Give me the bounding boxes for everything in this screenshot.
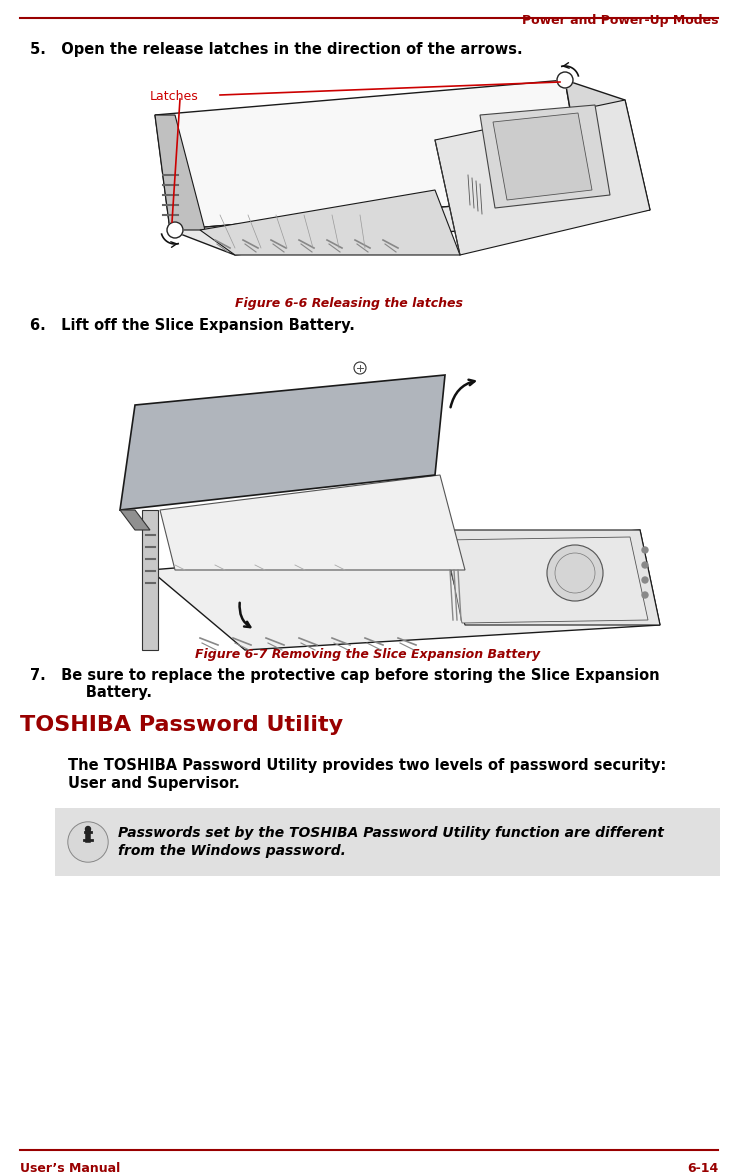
Text: User and Supervisor.: User and Supervisor. — [68, 776, 240, 791]
Text: Power and Power-Up Modes: Power and Power-Up Modes — [522, 14, 718, 27]
Circle shape — [547, 545, 603, 601]
Circle shape — [68, 822, 108, 861]
Text: TOSHIBA Password Utility: TOSHIBA Password Utility — [20, 715, 343, 735]
Polygon shape — [445, 537, 648, 624]
Polygon shape — [565, 80, 650, 210]
Polygon shape — [200, 190, 460, 255]
Circle shape — [557, 71, 573, 88]
Polygon shape — [435, 100, 650, 255]
Text: 6.   Lift off the Slice Expansion Battery.: 6. Lift off the Slice Expansion Battery. — [30, 318, 355, 333]
Text: 7.   Be sure to replace the protective cap before storing the Slice Expansion: 7. Be sure to replace the protective cap… — [30, 668, 660, 683]
Text: from the Windows password.: from the Windows password. — [118, 844, 346, 858]
Polygon shape — [142, 510, 158, 650]
Polygon shape — [155, 115, 205, 230]
Circle shape — [642, 577, 648, 582]
Text: Battery.: Battery. — [55, 684, 152, 700]
Text: 6-14: 6-14 — [687, 1161, 718, 1172]
Text: 5.   Open the release latches in the direction of the arrows.: 5. Open the release latches in the direc… — [30, 42, 523, 57]
Polygon shape — [493, 113, 592, 200]
Polygon shape — [150, 530, 660, 650]
Polygon shape — [160, 475, 465, 570]
Text: The TOSHIBA Password Utility provides two levels of password security:: The TOSHIBA Password Utility provides tw… — [68, 758, 666, 774]
Circle shape — [69, 823, 107, 861]
Polygon shape — [120, 375, 445, 510]
Polygon shape — [170, 195, 650, 255]
Circle shape — [167, 222, 183, 238]
Text: Figure 6-7 Removing the Slice Expansion Battery: Figure 6-7 Removing the Slice Expansion … — [195, 648, 540, 661]
Circle shape — [642, 592, 648, 598]
Circle shape — [354, 362, 366, 374]
Text: User’s Manual: User’s Manual — [20, 1161, 120, 1172]
FancyBboxPatch shape — [55, 808, 720, 875]
Polygon shape — [120, 510, 150, 530]
Circle shape — [642, 547, 648, 553]
Polygon shape — [155, 80, 585, 230]
Text: Figure 6-6 Releasing the latches: Figure 6-6 Releasing the latches — [235, 297, 463, 311]
Circle shape — [555, 553, 595, 593]
Text: Latches: Latches — [150, 90, 199, 103]
Circle shape — [642, 563, 648, 568]
Circle shape — [86, 826, 91, 831]
Polygon shape — [440, 530, 660, 625]
Polygon shape — [480, 105, 610, 207]
Text: Passwords set by the TOSHIBA Password Utility function are different: Passwords set by the TOSHIBA Password Ut… — [118, 826, 664, 840]
